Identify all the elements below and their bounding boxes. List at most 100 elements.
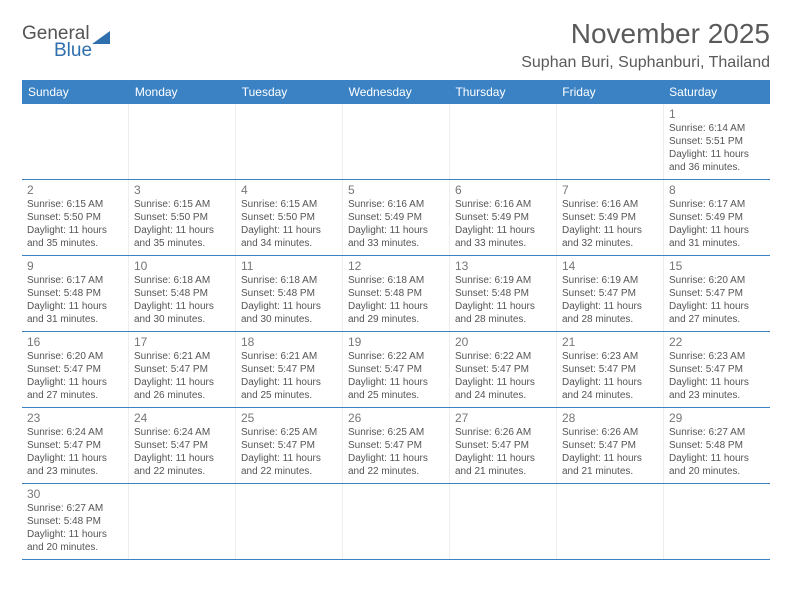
day-info: Sunrise: 6:27 AMSunset: 5:48 PMDaylight:… — [669, 426, 765, 478]
day-info: Sunrise: 6:16 AMSunset: 5:49 PMDaylight:… — [455, 198, 551, 250]
day-cell: 7Sunrise: 6:16 AMSunset: 5:49 PMDaylight… — [557, 180, 664, 255]
day-info: Sunrise: 6:17 AMSunset: 5:49 PMDaylight:… — [669, 198, 765, 250]
weekday-header: Tuesday — [236, 80, 343, 104]
day-number: 23 — [27, 411, 123, 425]
day-info: Sunrise: 6:16 AMSunset: 5:49 PMDaylight:… — [562, 198, 658, 250]
day-info: Sunrise: 6:25 AMSunset: 5:47 PMDaylight:… — [241, 426, 337, 478]
empty-day-cell — [236, 484, 343, 559]
day-cell: 16Sunrise: 6:20 AMSunset: 5:47 PMDayligh… — [22, 332, 129, 407]
week-row: 16Sunrise: 6:20 AMSunset: 5:47 PMDayligh… — [22, 332, 770, 408]
day-info: Sunrise: 6:16 AMSunset: 5:49 PMDaylight:… — [348, 198, 444, 250]
empty-day-cell — [557, 484, 664, 559]
week-row: 23Sunrise: 6:24 AMSunset: 5:47 PMDayligh… — [22, 408, 770, 484]
day-info: Sunrise: 6:19 AMSunset: 5:48 PMDaylight:… — [455, 274, 551, 326]
day-info: Sunrise: 6:23 AMSunset: 5:47 PMDaylight:… — [669, 350, 765, 402]
weekday-header-row: SundayMondayTuesdayWednesdayThursdayFrid… — [22, 80, 770, 104]
weekday-header: Friday — [556, 80, 663, 104]
day-number: 3 — [134, 183, 230, 197]
day-number: 11 — [241, 259, 337, 273]
day-cell: 10Sunrise: 6:18 AMSunset: 5:48 PMDayligh… — [129, 256, 236, 331]
day-info: Sunrise: 6:22 AMSunset: 5:47 PMDaylight:… — [348, 350, 444, 402]
day-number: 4 — [241, 183, 337, 197]
day-number: 19 — [348, 335, 444, 349]
day-info: Sunrise: 6:19 AMSunset: 5:47 PMDaylight:… — [562, 274, 658, 326]
weekday-header: Sunday — [22, 80, 129, 104]
empty-day-cell — [343, 484, 450, 559]
day-info: Sunrise: 6:24 AMSunset: 5:47 PMDaylight:… — [134, 426, 230, 478]
calendar: SundayMondayTuesdayWednesdayThursdayFrid… — [22, 80, 770, 560]
weekday-header: Saturday — [663, 80, 770, 104]
day-info: Sunrise: 6:15 AMSunset: 5:50 PMDaylight:… — [241, 198, 337, 250]
day-cell: 2Sunrise: 6:15 AMSunset: 5:50 PMDaylight… — [22, 180, 129, 255]
day-info: Sunrise: 6:18 AMSunset: 5:48 PMDaylight:… — [241, 274, 337, 326]
day-cell: 24Sunrise: 6:24 AMSunset: 5:47 PMDayligh… — [129, 408, 236, 483]
day-number: 10 — [134, 259, 230, 273]
weekday-header: Thursday — [449, 80, 556, 104]
day-number: 14 — [562, 259, 658, 273]
day-number: 28 — [562, 411, 658, 425]
day-info: Sunrise: 6:20 AMSunset: 5:47 PMDaylight:… — [27, 350, 123, 402]
month-title: November 2025 — [521, 18, 770, 50]
day-number: 26 — [348, 411, 444, 425]
day-number: 21 — [562, 335, 658, 349]
location-text: Suphan Buri, Suphanburi, Thailand — [521, 54, 770, 72]
day-cell: 13Sunrise: 6:19 AMSunset: 5:48 PMDayligh… — [450, 256, 557, 331]
day-info: Sunrise: 6:23 AMSunset: 5:47 PMDaylight:… — [562, 350, 658, 402]
day-number: 2 — [27, 183, 123, 197]
day-number: 27 — [455, 411, 551, 425]
day-number: 29 — [669, 411, 765, 425]
day-cell: 12Sunrise: 6:18 AMSunset: 5:48 PMDayligh… — [343, 256, 450, 331]
day-info: Sunrise: 6:21 AMSunset: 5:47 PMDaylight:… — [134, 350, 230, 402]
empty-day-cell — [129, 104, 236, 179]
day-number: 24 — [134, 411, 230, 425]
day-cell: 21Sunrise: 6:23 AMSunset: 5:47 PMDayligh… — [557, 332, 664, 407]
brand-part2: Blue — [54, 41, 110, 60]
day-cell: 26Sunrise: 6:25 AMSunset: 5:47 PMDayligh… — [343, 408, 450, 483]
day-info: Sunrise: 6:21 AMSunset: 5:47 PMDaylight:… — [241, 350, 337, 402]
day-cell: 8Sunrise: 6:17 AMSunset: 5:49 PMDaylight… — [664, 180, 770, 255]
weekday-header: Monday — [129, 80, 236, 104]
day-info: Sunrise: 6:24 AMSunset: 5:47 PMDaylight:… — [27, 426, 123, 478]
day-number: 22 — [669, 335, 765, 349]
day-info: Sunrise: 6:26 AMSunset: 5:47 PMDaylight:… — [562, 426, 658, 478]
header: General Blue November 2025 Suphan Buri, … — [22, 18, 770, 72]
day-info: Sunrise: 6:26 AMSunset: 5:47 PMDaylight:… — [455, 426, 551, 478]
empty-day-cell — [236, 104, 343, 179]
day-cell: 3Sunrise: 6:15 AMSunset: 5:50 PMDaylight… — [129, 180, 236, 255]
empty-day-cell — [450, 484, 557, 559]
day-number: 25 — [241, 411, 337, 425]
day-number: 15 — [669, 259, 765, 273]
day-cell: 4Sunrise: 6:15 AMSunset: 5:50 PMDaylight… — [236, 180, 343, 255]
day-number: 17 — [134, 335, 230, 349]
day-cell: 28Sunrise: 6:26 AMSunset: 5:47 PMDayligh… — [557, 408, 664, 483]
weekday-header: Wednesday — [343, 80, 450, 104]
day-cell: 5Sunrise: 6:16 AMSunset: 5:49 PMDaylight… — [343, 180, 450, 255]
day-cell: 23Sunrise: 6:24 AMSunset: 5:47 PMDayligh… — [22, 408, 129, 483]
empty-day-cell — [129, 484, 236, 559]
day-number: 13 — [455, 259, 551, 273]
day-cell: 19Sunrise: 6:22 AMSunset: 5:47 PMDayligh… — [343, 332, 450, 407]
empty-day-cell — [557, 104, 664, 179]
weeks-container: 1Sunrise: 6:14 AMSunset: 5:51 PMDaylight… — [22, 104, 770, 560]
week-row: 2 Sunrise: 6:15 AMSunset: 5:50 PMDaylight… — [22, 180, 770, 256]
day-cell: 29Sunrise: 6:27 AMSunset: 5:48 PMDayligh… — [664, 408, 770, 483]
empty-day-cell — [664, 484, 770, 559]
day-cell: 30Sunrise: 6:27 AMSunset: 5:48 PMDayligh… — [22, 484, 129, 559]
day-info: Sunrise: 6:22 AMSunset: 5:47 PMDaylight:… — [455, 350, 551, 402]
day-cell: 11Sunrise: 6:18 AMSunset: 5:48 PMDayligh… — [236, 256, 343, 331]
day-info: Sunrise: 6:25 AMSunset: 5:47 PMDaylight:… — [348, 426, 444, 478]
empty-day-cell — [450, 104, 557, 179]
day-info: Sunrise: 6:14 AMSunset: 5:51 PMDaylight:… — [669, 122, 765, 174]
day-number: 16 — [27, 335, 123, 349]
day-info: Sunrise: 6:18 AMSunset: 5:48 PMDaylight:… — [348, 274, 444, 326]
day-number: 7 — [562, 183, 658, 197]
day-number: 9 — [27, 259, 123, 273]
day-cell: 6Sunrise: 6:16 AMSunset: 5:49 PMDaylight… — [450, 180, 557, 255]
day-cell: 1Sunrise: 6:14 AMSunset: 5:51 PMDaylight… — [664, 104, 770, 179]
day-info: Sunrise: 6:27 AMSunset: 5:48 PMDaylight:… — [27, 502, 123, 554]
day-cell: 22Sunrise: 6:23 AMSunset: 5:47 PMDayligh… — [664, 332, 770, 407]
week-row: 30Sunrise: 6:27 AMSunset: 5:48 PMDayligh… — [22, 484, 770, 560]
week-row: 1Sunrise: 6:14 AMSunset: 5:51 PMDaylight… — [22, 104, 770, 180]
brand-logo: General Blue — [22, 24, 110, 60]
empty-day-cell — [22, 104, 129, 179]
